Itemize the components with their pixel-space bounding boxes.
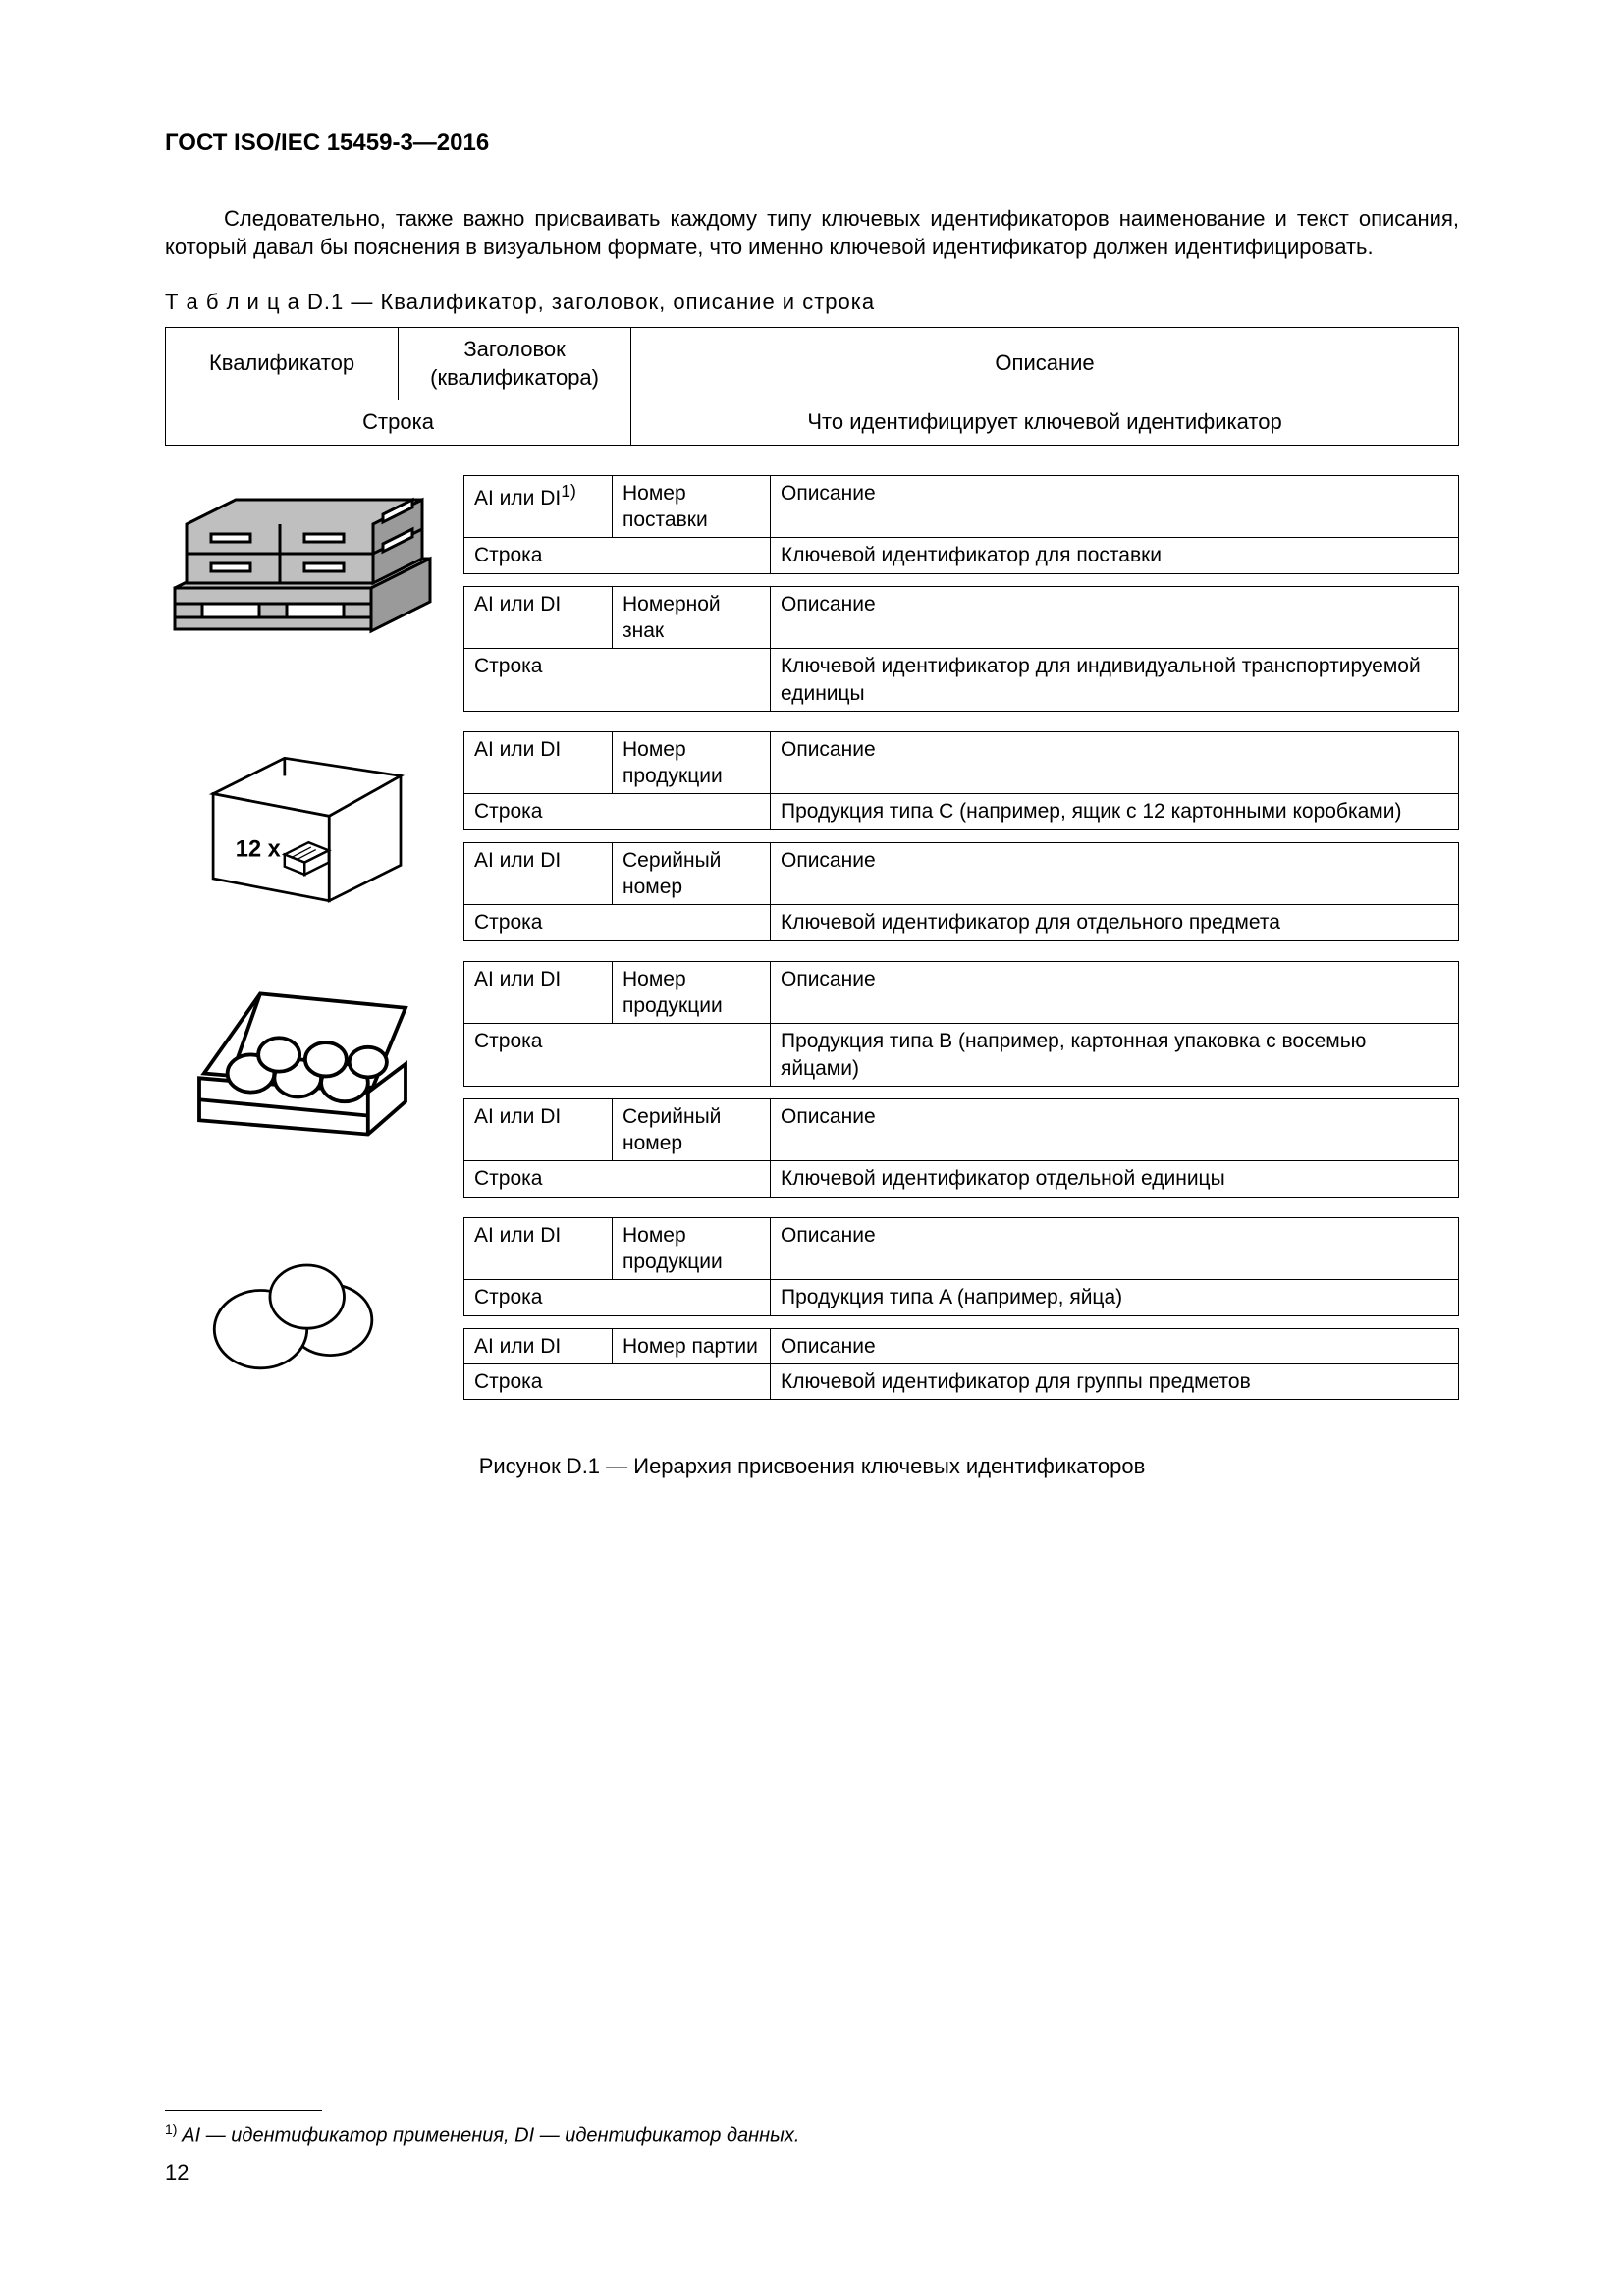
- cell: Описание: [771, 842, 1459, 905]
- cell: Ключевой идентификатор для группы предме…: [771, 1363, 1459, 1399]
- level-eggs: AI или DI Номер продукции Описание Строк…: [165, 1217, 1459, 1414]
- header-qualifier: Квалификатор: [166, 327, 399, 400]
- level-carton: AI или DI Номер продукции Описание Строк…: [165, 961, 1459, 1198]
- cell: Ключевой идентификатор для индивидуально…: [771, 649, 1459, 712]
- cell: Описание: [771, 586, 1459, 649]
- pallet-icon: [165, 475, 440, 691]
- cell: Номер продукции: [613, 731, 771, 794]
- table-row: Строка Ключевой идентификатор для индиви…: [464, 649, 1459, 712]
- header-string: Строка: [166, 400, 631, 446]
- mini-table: AI или DI Номер продукции Описание Строк…: [463, 731, 1459, 830]
- mini-table: AI или DI Номер партии Описание Строка К…: [463, 1328, 1459, 1401]
- table-row: Строка Ключевой идентификатор отдельной …: [464, 1161, 1459, 1197]
- table-row: AI или DI Серийный номер Описание: [464, 842, 1459, 905]
- cell: AI или DI: [464, 731, 613, 794]
- mini-table: AI или DI Номер продукции Описание Строк…: [463, 1217, 1459, 1316]
- document-title: ГОСТ ISO/IEC 15459-3—2016: [165, 128, 1459, 158]
- cell: AI или DI: [464, 1328, 613, 1363]
- cell: Серийный номер: [613, 842, 771, 905]
- cell: Описание: [771, 1098, 1459, 1161]
- cell: Номерной знак: [613, 586, 771, 649]
- page: ГОСТ ISO/IEC 15459-3—2016 Следовательно,…: [0, 0, 1624, 2296]
- cell: Серийный номер: [613, 1098, 771, 1161]
- mini-table: AI или DI Серийный номер Описание Строка…: [463, 842, 1459, 941]
- intro-paragraph: Следовательно, также важно присваивать к…: [165, 205, 1459, 261]
- cell: Строка: [464, 1363, 771, 1399]
- cell: AI или DI: [464, 586, 613, 649]
- footnote: 1) AI — идентификатор применения, DI — и…: [165, 2120, 1459, 2149]
- figure-caption: Рисунок D.1 — Иерархия присвоения ключев…: [165, 1453, 1459, 1481]
- page-number: 12: [165, 2160, 189, 2188]
- table-row: Строка Продукция типа C (например, ящик …: [464, 794, 1459, 829]
- footnote-rule: [165, 2110, 322, 2111]
- cell: AI или DI1): [464, 475, 613, 538]
- footnote-mark: 1): [165, 2121, 177, 2137]
- header-description: Описание: [631, 327, 1459, 400]
- header-table: Квалификатор Заголовок (квалификатора) О…: [165, 327, 1459, 446]
- table-row: AI или DI Номер продукции Описание: [464, 731, 1459, 794]
- level-case: 12 x AI или DI Номер: [165, 731, 1459, 941]
- cell: Строка: [464, 905, 771, 940]
- table-row: AI или DI Номер продукции Описание: [464, 961, 1459, 1024]
- cell: Продукция типа B (например, картонная уп…: [771, 1024, 1459, 1087]
- cell: AI или DI: [464, 1217, 613, 1280]
- table-row: Строка Ключевой идентификатор для отдель…: [464, 905, 1459, 940]
- cell: AI или DI: [464, 1098, 613, 1161]
- cell: Строка: [464, 1280, 771, 1315]
- tables-col: AI или DI Номер продукции Описание Строк…: [463, 731, 1459, 941]
- table-row: AI или DI Номер партии Описание: [464, 1328, 1459, 1363]
- table-row: AI или DI Номер продукции Описание: [464, 1217, 1459, 1280]
- table-row: Строка Ключевой идентификатор для группы…: [464, 1363, 1459, 1399]
- tables-col: AI или DI Номер продукции Описание Строк…: [463, 1217, 1459, 1400]
- header-heading: Заголовок (квалификатора): [399, 327, 631, 400]
- cell: AI или DI: [464, 842, 613, 905]
- svg-text:12 x: 12 x: [236, 836, 281, 862]
- mini-table: AI или DI Номер продукции Описание Строк…: [463, 961, 1459, 1087]
- mini-table: AI или DI Номерной знак Описание Строка …: [463, 586, 1459, 712]
- level-pallet: AI или DI1) Номер поставки Описание Стро…: [165, 475, 1459, 712]
- figure-area: AI или DI1) Номер поставки Описание Стро…: [165, 475, 1459, 1414]
- cell: Номер продукции: [613, 1217, 771, 1280]
- cell: Продукция типа C (например, ящик с 12 ка…: [771, 794, 1459, 829]
- table-row: AI или DI1) Номер поставки Описание: [464, 475, 1459, 538]
- cell: Ключевой идентификатор для поставки: [771, 538, 1459, 573]
- intro-text: Следовательно, также важно присваивать к…: [165, 206, 1459, 259]
- cell: Строка: [464, 538, 771, 573]
- footnote-text: AI — идентификатор применения, DI — иден…: [177, 2125, 799, 2147]
- table-row: Квалификатор Заголовок (квалификатора) О…: [166, 327, 1459, 400]
- cell: Описание: [771, 1217, 1459, 1280]
- table-row: Строка Продукция типа B (например, карто…: [464, 1024, 1459, 1087]
- table-row: AI или DI Серийный номер Описание: [464, 1098, 1459, 1161]
- cell: Строка: [464, 1024, 771, 1087]
- header-string-desc: Что идентифицирует ключевой идентификато…: [631, 400, 1459, 446]
- tables-col: AI или DI Номер продукции Описание Строк…: [463, 961, 1459, 1198]
- cell: Строка: [464, 794, 771, 829]
- table-row: AI или DI Номерной знак Описание: [464, 586, 1459, 649]
- mini-table: AI или DI1) Номер поставки Описание Стро…: [463, 475, 1459, 574]
- cell: Номер партии: [613, 1328, 771, 1363]
- egg-carton-icon: [165, 961, 440, 1167]
- cell: Строка: [464, 649, 771, 712]
- table-row: Строка Продукция типа A (например, яйца): [464, 1280, 1459, 1315]
- cell: Продукция типа A (например, яйца): [771, 1280, 1459, 1315]
- cell: Описание: [771, 961, 1459, 1024]
- cell: AI или DI: [464, 961, 613, 1024]
- cell: Номер продукции: [613, 961, 771, 1024]
- table-d1-caption: Т а б л и ц а D.1 — Квалификатор, заголо…: [165, 289, 1459, 317]
- cell: Строка: [464, 1161, 771, 1197]
- mini-table: AI или DI Серийный номер Описание Строка…: [463, 1098, 1459, 1198]
- cell: Ключевой идентификатор для отдельного пр…: [771, 905, 1459, 940]
- eggs-icon: [165, 1217, 440, 1414]
- case-icon: 12 x: [165, 731, 440, 928]
- cell: Описание: [771, 731, 1459, 794]
- tables-col: AI или DI1) Номер поставки Описание Стро…: [463, 475, 1459, 712]
- cell: Описание: [771, 1328, 1459, 1363]
- table-row: Строка Что идентифицирует ключевой идент…: [166, 400, 1459, 446]
- cell: Описание: [771, 475, 1459, 538]
- cell: Ключевой идентификатор отдельной единицы: [771, 1161, 1459, 1197]
- cell: Номер поставки: [613, 475, 771, 538]
- table-row: Строка Ключевой идентификатор для постав…: [464, 538, 1459, 573]
